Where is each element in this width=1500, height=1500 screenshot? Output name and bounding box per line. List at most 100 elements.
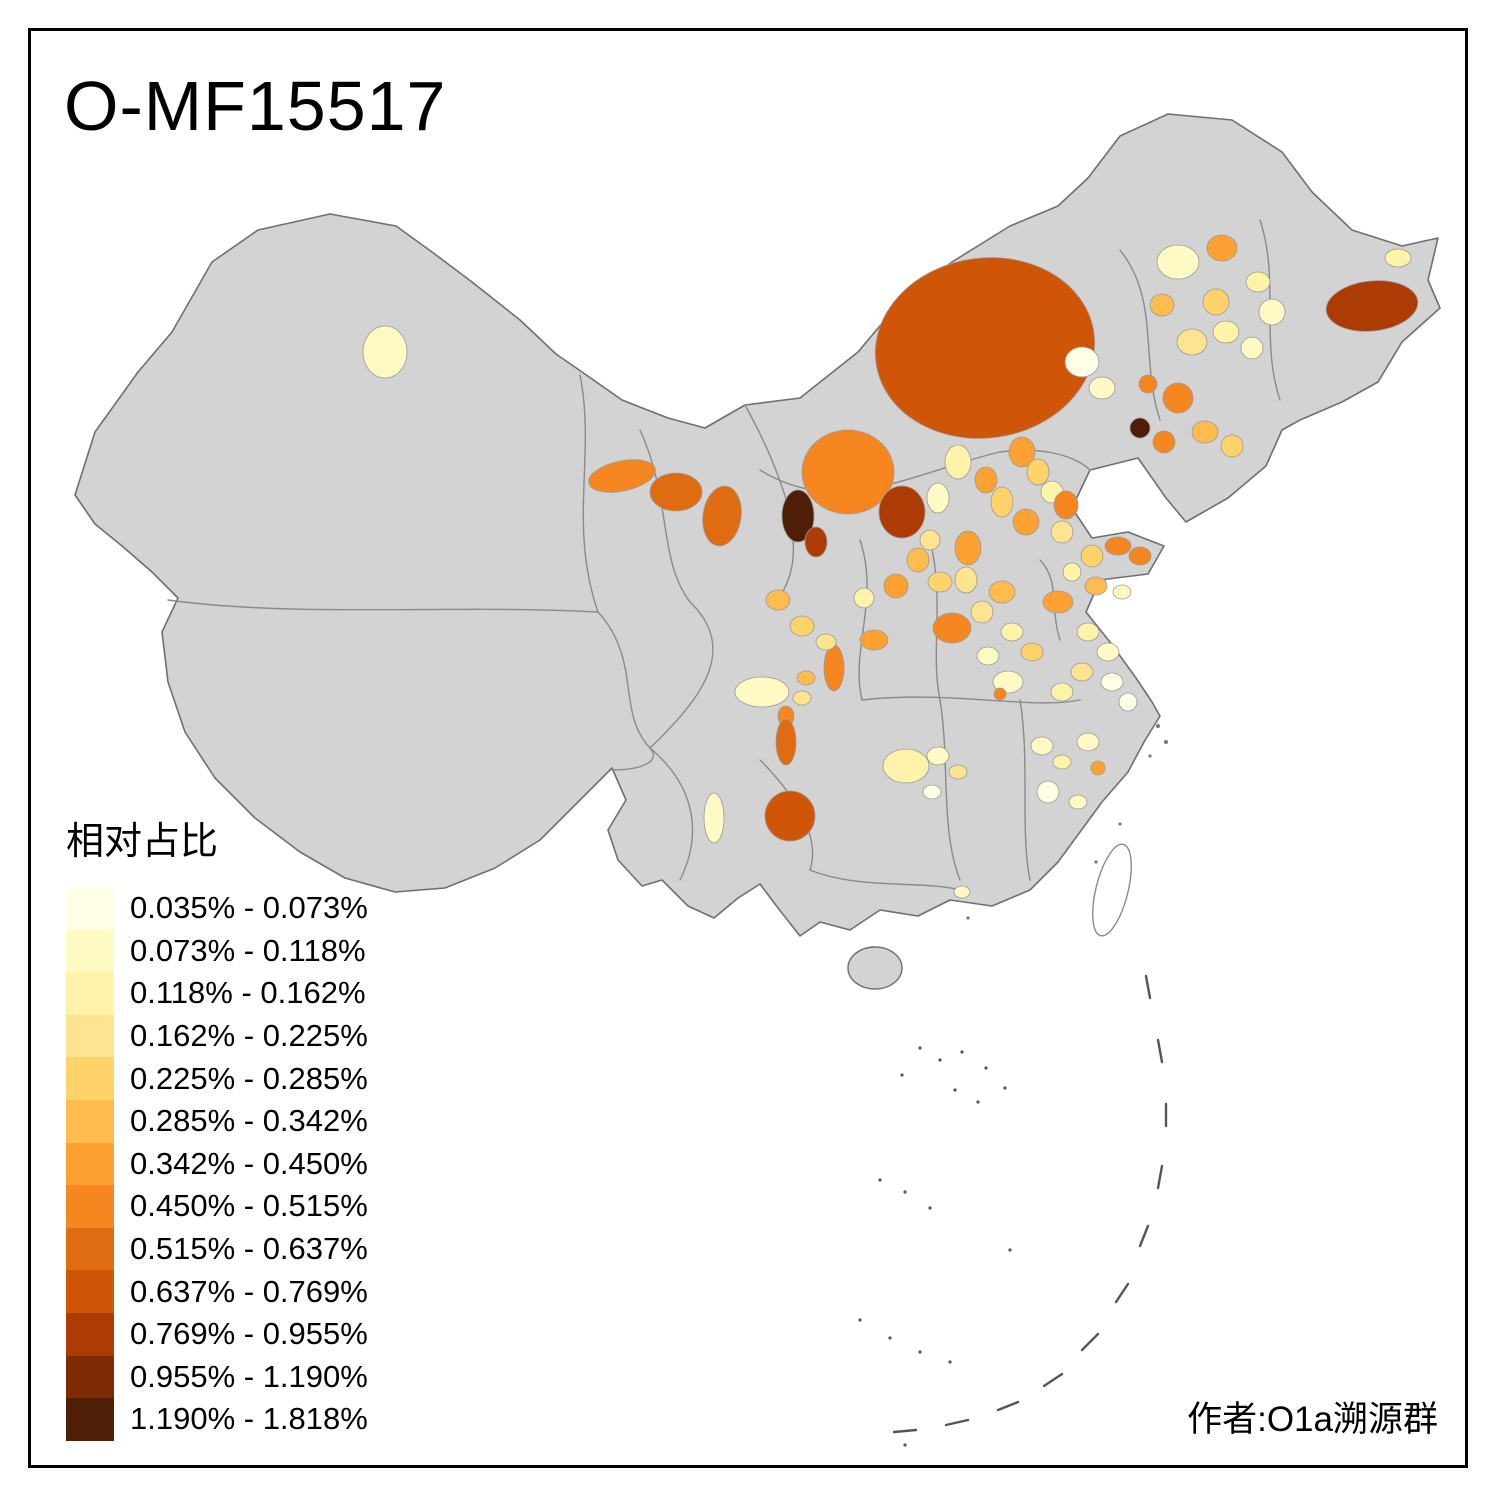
legend-swatch [66, 1355, 114, 1399]
map-region [948, 764, 968, 780]
legend-item: 0.342% - 0.450% [66, 1142, 368, 1186]
map-region [1240, 336, 1264, 360]
legend-items: 0.035% - 0.073% 0.073% - 0.118% 0.118% - 0… [66, 887, 368, 1441]
map-region [953, 885, 971, 899]
map-region [976, 646, 1000, 666]
map-region [1245, 271, 1271, 293]
legend-item: 1.190% - 1.818% [66, 1398, 368, 1441]
map-region [970, 600, 994, 624]
map-region [883, 573, 909, 599]
map-region [1042, 590, 1074, 614]
map-region [1128, 546, 1152, 566]
legend-label: 0.073% - 0.118% [130, 932, 366, 968]
map-region [919, 529, 941, 551]
map-region [1052, 754, 1072, 770]
map-region [954, 566, 978, 594]
map-region [789, 615, 815, 637]
map-region [990, 486, 1014, 518]
map-region [926, 482, 950, 514]
legend-swatch [66, 1270, 114, 1313]
map-region [1149, 293, 1175, 317]
map-region [853, 587, 875, 609]
coastal-islets [966, 724, 1168, 920]
legend-item: 0.955% - 1.190% [66, 1355, 368, 1399]
map-region [1206, 234, 1238, 262]
legend-swatch [66, 1014, 114, 1058]
legend-swatch [66, 1312, 114, 1356]
legend-swatch [66, 1227, 114, 1271]
legend-label: 0.637% - 0.769% [130, 1273, 368, 1309]
legend-swatch [66, 972, 114, 1015]
map-region [1138, 374, 1158, 394]
map-region [1062, 562, 1082, 582]
legend-label: 0.769% - 0.955% [130, 1316, 368, 1352]
map-region [988, 580, 1016, 604]
legend: 相对占比 0.035% - 0.073% 0.073% - 0.118% 0.118… [66, 810, 368, 1441]
map-region [1152, 430, 1176, 454]
legend-item: 0.769% - 0.955% [66, 1312, 368, 1356]
legend-title: 相对占比 [66, 821, 219, 863]
map-region [1156, 244, 1200, 280]
map-region [1053, 490, 1079, 520]
legend-swatch [66, 1099, 114, 1143]
map-region [775, 718, 797, 766]
map-region [801, 429, 895, 515]
map-region [992, 670, 1024, 694]
map-region [927, 571, 953, 593]
map-region [823, 644, 845, 692]
legend-item: 0.225% - 0.285% [66, 1057, 368, 1100]
legend-item: 0.035% - 0.073% [66, 887, 368, 930]
map-region [922, 784, 942, 800]
map-region [1202, 288, 1230, 316]
map-region [974, 466, 998, 494]
legend-swatch [66, 1142, 114, 1186]
legend-label: 0.342% - 0.450% [130, 1145, 368, 1181]
map-region [1118, 692, 1138, 712]
map-region [734, 676, 790, 708]
map-region [874, 257, 1096, 439]
legend-item: 0.515% - 0.637% [66, 1227, 368, 1271]
attribution: 作者:O1a溯源群 [1187, 1400, 1438, 1439]
map-region [1084, 576, 1108, 596]
map-region [1096, 642, 1120, 662]
map-region [649, 472, 703, 512]
map-region [954, 530, 982, 566]
map-region [1050, 520, 1074, 544]
map-region [906, 547, 930, 573]
legend-label: 0.118% - 0.162% [130, 975, 366, 1011]
legend-label: 0.450% - 0.515% [130, 1188, 368, 1224]
map-region [1100, 672, 1124, 692]
legend-swatch [66, 1398, 114, 1441]
legend-label: 0.225% - 0.285% [130, 1060, 368, 1096]
map-region [1176, 328, 1208, 356]
map-region [944, 444, 972, 480]
map-region [882, 748, 930, 784]
map-region [1112, 584, 1132, 600]
legend-swatch [66, 1185, 114, 1228]
map-region [1070, 662, 1094, 682]
map-region [993, 687, 1007, 701]
map-region [1036, 780, 1060, 804]
legend-label: 0.162% - 0.225% [130, 1018, 368, 1054]
map-region [1080, 544, 1104, 568]
map-region [1076, 622, 1100, 642]
hainan-island [847, 946, 903, 990]
map-region [1258, 298, 1286, 326]
legend-label: 1.190% - 1.818% [130, 1401, 368, 1437]
taiwan-island [1092, 843, 1132, 937]
map-region [1012, 508, 1040, 536]
page-title: O-MF15517 [64, 67, 447, 145]
map-region [764, 790, 816, 842]
map-region [588, 459, 656, 493]
map-region [1191, 420, 1219, 444]
map-region [1129, 417, 1151, 439]
map-region [796, 670, 816, 686]
map-region [1325, 280, 1419, 332]
map-region [1104, 536, 1132, 556]
map-region [1068, 794, 1088, 810]
legend-label: 0.515% - 0.637% [130, 1231, 368, 1267]
map-region [781, 489, 815, 543]
map-region [702, 485, 742, 547]
